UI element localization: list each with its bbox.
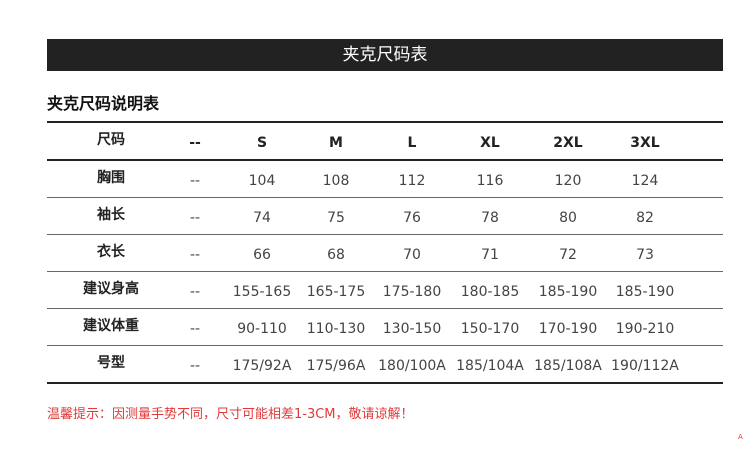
table-cell: 66: [253, 247, 271, 263]
table-cell: 110-130: [306, 321, 366, 337]
table-cell: 165-175: [306, 284, 366, 300]
table-cell: 112: [398, 173, 426, 189]
table-cell: 190-210: [615, 321, 675, 337]
table-cell: S: [256, 135, 268, 151]
table-cell: 130-150: [382, 321, 442, 337]
table-cell: 75: [327, 210, 345, 226]
row-label: 建议身高: [83, 281, 139, 297]
row-label: 尺码: [97, 132, 125, 148]
table-cell: 104: [248, 173, 276, 189]
row-label: 号型: [97, 355, 125, 371]
table-cell: 74: [253, 210, 271, 226]
section-heading: 夹克尺码说明表: [47, 94, 160, 113]
table-cell: 70: [403, 247, 421, 263]
row-label: 建议体重: [83, 318, 139, 334]
table-cell: 3XL: [630, 135, 660, 151]
table-cell: 72: [559, 247, 577, 263]
table-cell: 78: [481, 210, 499, 226]
table-cell: --: [189, 321, 201, 337]
table-cell: 71: [481, 247, 499, 263]
table-cell: 68: [327, 247, 345, 263]
corner-mark: A: [738, 433, 743, 441]
table-row: 袖长 -- 74 75 76 78 80 82: [47, 198, 723, 235]
table-cell: 76: [403, 210, 421, 226]
table-cell: 175/92A: [232, 358, 292, 374]
table-cell: XL: [480, 135, 500, 151]
table-cell: --: [189, 247, 201, 263]
table-cell: 73: [636, 247, 654, 263]
table-header-row: 尺码 -- S M L XL 2XL 3XL: [47, 123, 723, 161]
table-cell: 185/108A: [534, 358, 602, 374]
row-label: 衣长: [97, 244, 125, 260]
table-cell: M: [329, 135, 343, 151]
banner-title: 夹克尺码表: [47, 39, 723, 71]
table-cell: 185/104A: [456, 358, 524, 374]
table-cell: 80: [559, 210, 577, 226]
table-cell: 175-180: [382, 284, 442, 300]
row-label: 袖长: [97, 207, 125, 223]
table-cell: 180-185: [460, 284, 520, 300]
table-cell: 170-190: [538, 321, 598, 337]
table-cell: 124: [631, 173, 659, 189]
table-cell: 2XL: [553, 135, 583, 151]
table-cell: 155-165: [232, 284, 292, 300]
table-cell: --: [189, 210, 201, 226]
table-cell: 116: [476, 173, 504, 189]
table-row: 衣长 -- 66 68 70 71 72 73: [47, 235, 723, 272]
table-cell: 175/96A: [306, 358, 366, 374]
table-cell: 82: [636, 210, 654, 226]
table-cell: 185-190: [615, 284, 675, 300]
table-cell: --: [189, 284, 201, 300]
table-cell: --: [189, 135, 201, 151]
table-cell: 108: [322, 173, 350, 189]
table-cell: 180/100A: [378, 358, 446, 374]
table-cell: 185-190: [538, 284, 598, 300]
table-cell: 90-110: [237, 321, 287, 337]
table-row: 建议体重 -- 90-110 110-130 130-150 150-170 170-190…: [47, 309, 723, 346]
row-label: 胸围: [97, 170, 125, 186]
table-cell: --: [189, 358, 201, 374]
table-row: 胸围 -- 104 108 112 116 120 124: [47, 161, 723, 198]
size-table: 尺码 -- S M L XL 2XL 3XL 胸围 -- 104 108 112 116 120 124 袖长 -…: [47, 121, 723, 384]
table-row: 号型 -- 175/92A 175/96A 180/100A 185/104A 185/10…: [47, 346, 723, 384]
table-row: 建议身高 -- 155-165 165-175 175-180 180-185 185-19…: [47, 272, 723, 309]
size-note: 温馨提示：因测量手势不同，尺寸可能相差1-3CM，敬请谅解！: [47, 407, 414, 422]
table-cell: 120: [554, 173, 582, 189]
table-cell: 150-170: [460, 321, 520, 337]
table-cell: 190/112A: [611, 358, 679, 374]
table-cell: --: [189, 173, 201, 189]
table-cell: L: [407, 135, 417, 151]
